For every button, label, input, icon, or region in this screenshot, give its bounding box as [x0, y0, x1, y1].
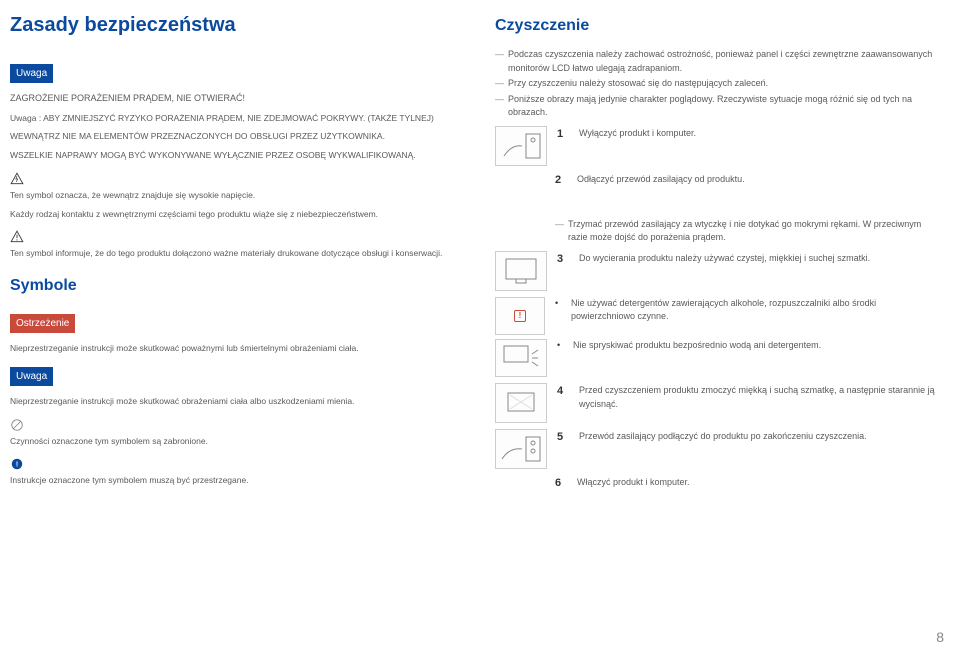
spray-illustration	[495, 339, 547, 377]
warning-desc: Nieprzestrzeganie instrukcji może skutko…	[10, 342, 465, 355]
symbols-heading: Symbole	[10, 274, 465, 298]
safety-line-1: Uwaga : ABY ZMNIEJSZYĆ RYZYKO PORAŻENIA …	[10, 112, 465, 125]
step-4-illustration	[495, 383, 547, 423]
caution-badge: Uwaga	[10, 64, 53, 83]
step-5-illustration	[495, 429, 547, 469]
voltage-desc-1: Ten symbol oznacza, że wewnątrz znajduje…	[10, 189, 465, 202]
cleaning-note-3: ―Poniższe obrazy mają jedynie charakter …	[495, 93, 940, 120]
page-number: 8	[936, 627, 944, 648]
mandatory-icon: !	[10, 457, 24, 471]
safety-line-3: WSZELKIE NAPRAWY MOGĄ BYĆ WYKONYWANE WYŁ…	[10, 149, 465, 162]
step-2-note: ―Trzymać przewód zasilający za wtyczkę i…	[555, 218, 940, 245]
prohibit-icon	[10, 418, 24, 432]
step-4: 4 Przed czyszczeniem produktu zmoczyć mi…	[495, 383, 940, 423]
mandatory-desc: Instrukcje oznaczone tym symbolem muszą …	[10, 474, 465, 487]
cleaning-note-2: ―Przy czyszczeniu należy stosować się do…	[495, 77, 940, 91]
step-3: 3 Do wycierania produktu należy używać c…	[495, 251, 940, 291]
shock-warning: ZAGROŻENIE PORAŻENIEM PRĄDEM, NIE OTWIER…	[10, 92, 465, 106]
prohibit-desc: Czynności oznaczone tym symbolem są zabr…	[10, 435, 465, 448]
high-voltage-icon	[10, 172, 24, 186]
step-3-bullet-2: • Nie spryskiwać produktu bezpośrednio w…	[495, 339, 940, 377]
step-6: 6 Włączyć produkt i komputer.	[495, 475, 940, 515]
caution-badge-2: Uwaga	[10, 367, 53, 386]
warning-badge: Ostrzeżenie	[10, 314, 75, 333]
step-3-illustration	[495, 251, 547, 291]
page-title: Zasady bezpieczeństwa	[10, 10, 465, 40]
exclamation-icon	[10, 230, 24, 244]
svg-text:!: !	[16, 462, 18, 469]
doc-symbol-desc: Ten symbol informuje, że do tego produkt…	[10, 247, 465, 260]
step-2: 2 Odłączyć przewód zasilający od produkt…	[495, 172, 940, 212]
caution-desc: Nieprzestrzeganie instrukcji może skutko…	[10, 395, 465, 408]
step-1-illustration	[495, 126, 547, 166]
safety-line-2: WEWNĄTRZ NIE MA ELEMENTÓW PRZEZNACZONYCH…	[10, 130, 465, 143]
cleaning-note-1: ―Podczas czyszczenia należy zachować ost…	[495, 48, 940, 75]
step-1: 1 Wyłączyć produkt i komputer.	[495, 126, 940, 166]
step-3-bullet-1: ! • Nie używać detergentów zawierających…	[495, 297, 940, 335]
info-icon: !	[514, 310, 526, 322]
step-5: 5 Przewód zasilający podłączyć do produk…	[495, 429, 940, 469]
voltage-desc-2: Każdy rodzaj kontaktu z wewnętrznymi czę…	[10, 208, 465, 221]
cleaning-heading: Czyszczenie	[495, 14, 940, 38]
